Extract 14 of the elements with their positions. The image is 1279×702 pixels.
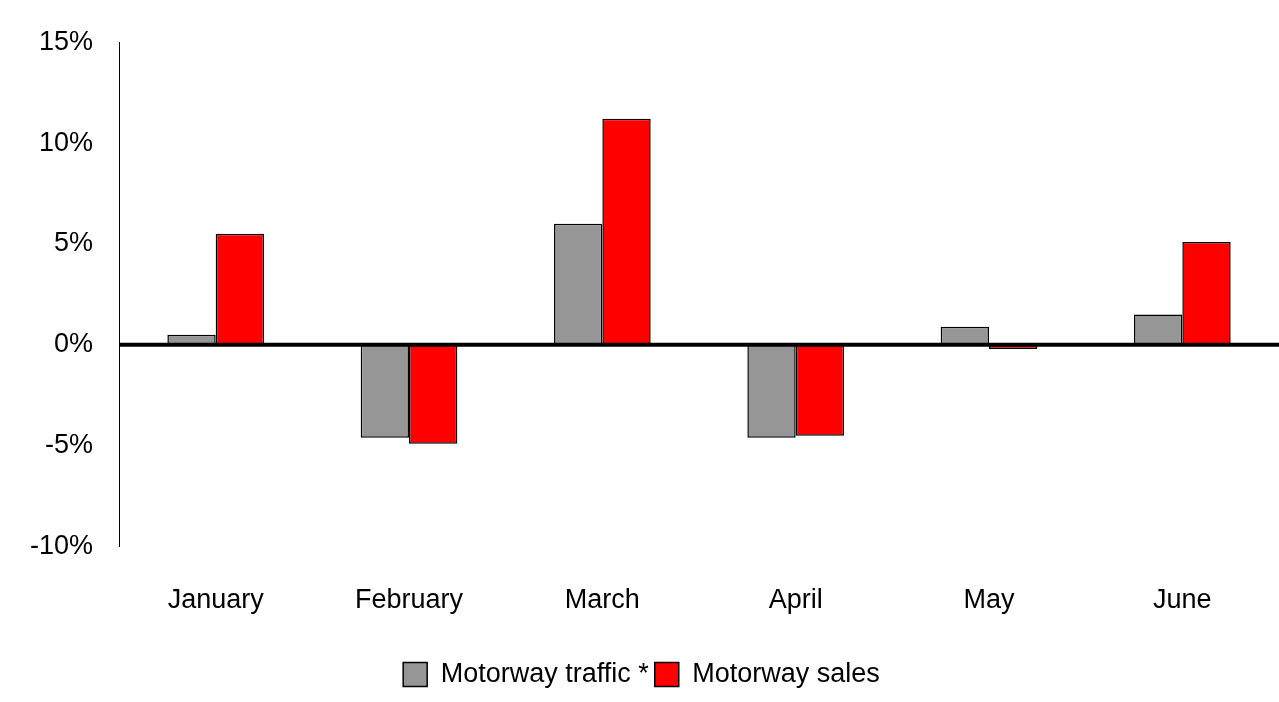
y-tick-label: 15% xyxy=(38,25,94,56)
legend-label: Motorway sales xyxy=(692,657,880,688)
x-tick-label: May xyxy=(963,584,1016,615)
x-tick-label: January xyxy=(167,584,265,615)
y-tick-label: 5% xyxy=(54,227,94,258)
x-tick-label: March xyxy=(564,584,640,615)
x-tick-label: April xyxy=(768,584,823,615)
x-tick-label: June xyxy=(1153,584,1212,615)
x-tick-label: February xyxy=(355,584,464,615)
y-tick-label: -10% xyxy=(30,530,94,561)
legend-label: Motorway traffic * xyxy=(440,657,650,688)
y-tick-label: -5% xyxy=(45,429,94,460)
y-tick-label: 0% xyxy=(54,328,94,359)
y-tick-label: 10% xyxy=(38,126,94,157)
